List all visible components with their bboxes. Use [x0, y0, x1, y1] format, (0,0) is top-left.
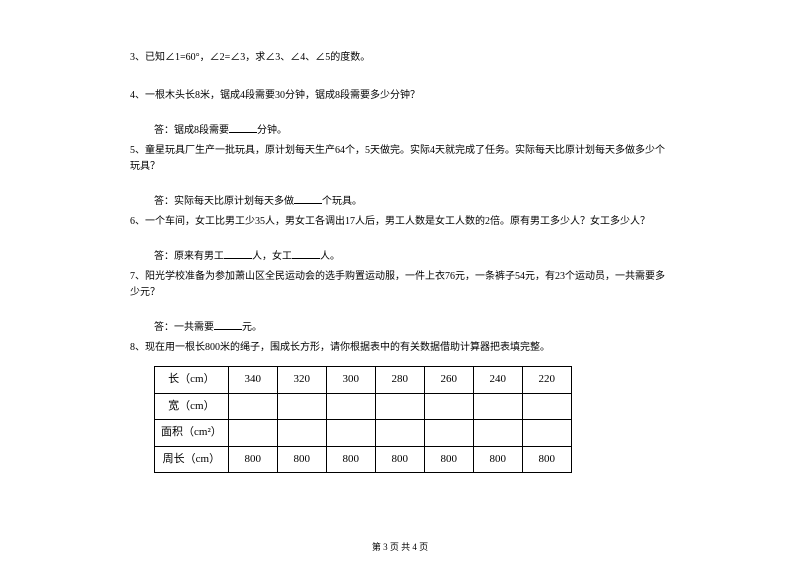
question-6: 6、一个车间，女工比男工少35人，男女工各调出17人后，男工人数是女工人数的2倍… [130, 214, 670, 230]
answer-6: 答：原来有男工 人，女工 人。 [154, 248, 670, 265]
cell-length-4: 260 [424, 367, 473, 394]
answer-7: 答：一共需要 元。 [154, 319, 670, 336]
cell-length-5: 240 [473, 367, 522, 394]
answer-5: 答：实际每天比原计划每天多做 个玩具。 [154, 193, 670, 210]
question-4: 4、一根木头长8米，锯成4段需要30分钟，锯成8段需要多少分钟？ [130, 88, 670, 104]
cell-length-1: 320 [277, 367, 326, 394]
cell-width-2 [326, 393, 375, 420]
cell-length-6: 220 [522, 367, 571, 394]
page-content: 3、已知∠1=60°，∠2=∠3，求∠3、∠4、∠5的度数。 4、一根木头长8米… [0, 0, 800, 493]
blank-4 [229, 122, 257, 133]
cell-width-3 [375, 393, 424, 420]
cell-width-5 [473, 393, 522, 420]
cell-perimeter-5: 800 [473, 446, 522, 473]
row-header-area: 面积（cm²） [155, 420, 229, 447]
answer-5-prefix: 答：实际每天比原计划每天多做 [154, 196, 294, 207]
cell-perimeter-1: 800 [277, 446, 326, 473]
row-header-perimeter: 周长（cm） [155, 446, 229, 473]
cell-length-0: 340 [228, 367, 277, 394]
answer-4: 答：锯成8段需要 分钟。 [154, 122, 670, 139]
row-header-length: 长（cm） [155, 367, 229, 394]
cell-area-5 [473, 420, 522, 447]
cell-length-2: 300 [326, 367, 375, 394]
cell-perimeter-6: 800 [522, 446, 571, 473]
answer-6-prefix: 答：原来有男工 [154, 251, 224, 262]
blank-7 [214, 319, 242, 330]
question-5: 5、童星玩具厂生产一批玩具，原计划每天生产64个，5天做完。实际4天就完成了任务… [130, 143, 670, 175]
data-table: 长（cm） 340 320 300 280 260 240 220 宽（cm） … [154, 366, 572, 473]
question-8: 8、现在用一根长800米的绳子，围成长方形，请你根据表中的有关数据借助计算器把表… [130, 340, 670, 356]
cell-perimeter-0: 800 [228, 446, 277, 473]
blank-6a [224, 248, 252, 259]
table-row-perimeter: 周长（cm） 800 800 800 800 800 800 800 [155, 446, 572, 473]
cell-width-1 [277, 393, 326, 420]
answer-7-suffix: 元。 [242, 322, 262, 333]
cell-perimeter-2: 800 [326, 446, 375, 473]
cell-perimeter-3: 800 [375, 446, 424, 473]
answer-4-prefix: 答：锯成8段需要 [154, 125, 229, 136]
question-3: 3、已知∠1=60°，∠2=∠3，求∠3、∠4、∠5的度数。 [130, 50, 670, 66]
cell-perimeter-4: 800 [424, 446, 473, 473]
row-header-width: 宽（cm） [155, 393, 229, 420]
page-footer: 第 3 页 共 4 页 [0, 540, 800, 553]
cell-length-3: 280 [375, 367, 424, 394]
cell-area-6 [522, 420, 571, 447]
table-row-area: 面积（cm²） [155, 420, 572, 447]
table-row-length: 长（cm） 340 320 300 280 260 240 220 [155, 367, 572, 394]
answer-6-suffix: 人。 [320, 251, 340, 262]
answer-7-prefix: 答：一共需要 [154, 322, 214, 333]
answer-6-mid: 人，女工 [252, 251, 292, 262]
cell-area-2 [326, 420, 375, 447]
question-7: 7、阳光学校准备为参加萧山区全民运动会的选手购置运动服，一件上衣76元，一条裤子… [130, 269, 670, 301]
table-row-width: 宽（cm） [155, 393, 572, 420]
cell-width-4 [424, 393, 473, 420]
cell-width-6 [522, 393, 571, 420]
cell-area-0 [228, 420, 277, 447]
answer-5-suffix: 个玩具。 [322, 196, 362, 207]
blank-6b [292, 248, 320, 259]
answer-4-suffix: 分钟。 [257, 125, 287, 136]
cell-area-4 [424, 420, 473, 447]
blank-5 [294, 193, 322, 204]
cell-area-3 [375, 420, 424, 447]
cell-area-1 [277, 420, 326, 447]
cell-width-0 [228, 393, 277, 420]
